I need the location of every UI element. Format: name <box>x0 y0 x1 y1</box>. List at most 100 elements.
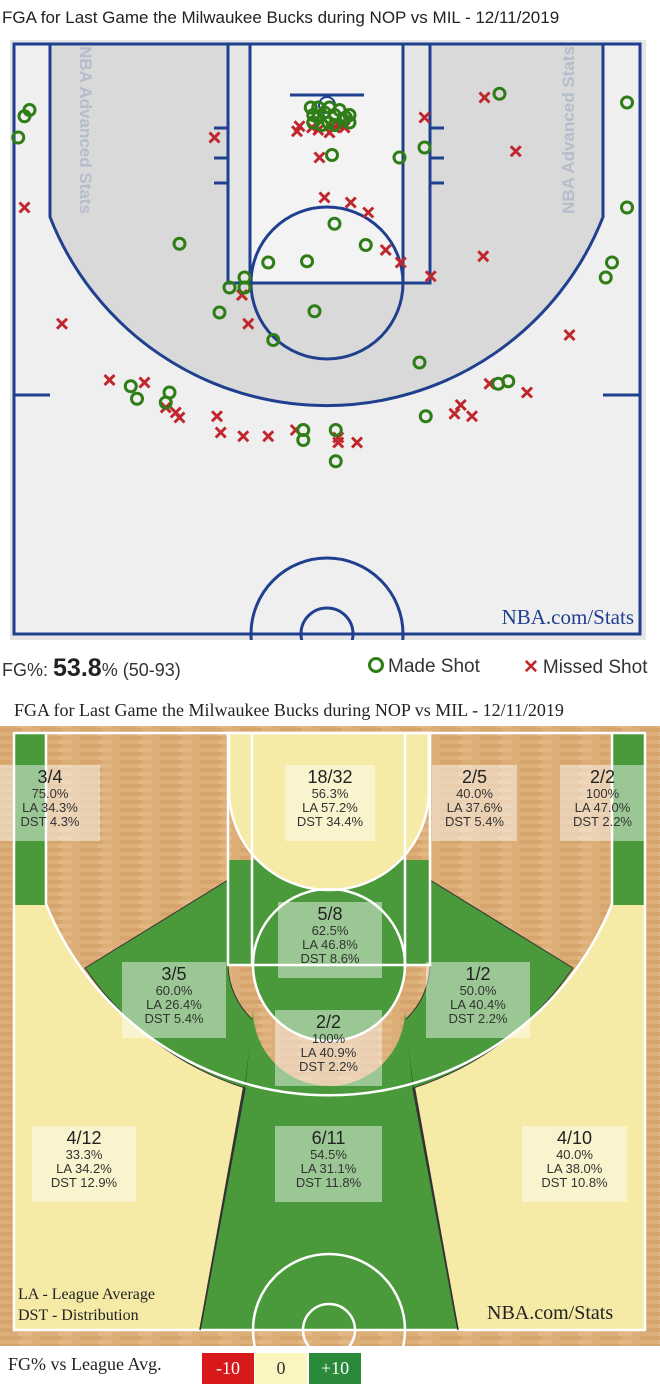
zone-fgm-fga: 2/5 <box>461 767 488 787</box>
scale-plus: +10 <box>309 1353 361 1384</box>
zone-la: LA 40.4% <box>450 997 506 1012</box>
credit-text: NBA.com/Stats <box>502 605 634 629</box>
made-shot-marker <box>328 454 343 469</box>
missed-shot-marker <box>509 145 522 158</box>
zone-dst: DST 12.9% <box>50 1175 118 1190</box>
missed-shot-marker <box>103 373 116 387</box>
key-dst: DST - Distribution <box>18 1307 139 1324</box>
made-circle-icon <box>368 657 384 673</box>
made-shot-marker <box>412 355 427 370</box>
zone-key: LA - League Average DST - Distribution <box>18 1284 155 1326</box>
court-lines <box>12 731 647 1346</box>
missed-shot-marker <box>173 411 186 424</box>
made-shot-marker <box>307 304 322 319</box>
missed-shot-marker <box>520 386 534 399</box>
made-shot-marker <box>392 150 407 165</box>
made-shot-marker <box>130 391 144 406</box>
made-shot-marker <box>212 305 227 320</box>
zone-dst: DST 2.2% <box>298 1059 358 1074</box>
zone-fgm-fga: 5/8 <box>317 904 343 924</box>
fg-label: FG%: <box>2 660 49 680</box>
watermark-right: NBA Advanced Stats <box>559 46 578 214</box>
zone-dst: DST 2.2% <box>448 1011 508 1026</box>
missed-shot-marker <box>424 270 437 283</box>
made-shot-marker <box>322 100 337 115</box>
zone-restricted-area <box>229 733 429 890</box>
paint <box>248 42 405 285</box>
zone-la: LA 34.2% <box>56 1161 112 1176</box>
zone-top-key-mid <box>245 1010 413 1102</box>
zone-label-paint-non-ra: 5/8 62.5% LA 46.8% DST 8.6% <box>278 902 382 978</box>
zone-la: LA 38.0% <box>546 1161 603 1176</box>
key-la: LA - League Average <box>18 1286 155 1303</box>
center-circle <box>249 556 405 640</box>
made-shot-marker <box>261 255 276 270</box>
missed-shot-marker <box>477 250 490 263</box>
missed-shot-marker <box>138 376 151 389</box>
zone-fgm-fga: 3/5 <box>161 964 187 984</box>
zone-chart-title: FGA for Last Game the Milwaukee Bucks du… <box>14 700 564 720</box>
zone-pct: 40.0% <box>556 1147 593 1162</box>
made-shot-marker <box>417 140 432 155</box>
made-shot-marker <box>492 86 507 101</box>
zone-pct: 100% <box>311 1031 346 1046</box>
zone-label-restricted-area: 18/32 56.3% LA 57.2% DST 34.4% <box>285 765 375 841</box>
fg-made-attempted: (50-93) <box>122 660 181 680</box>
zone-dst: DST 4.3% <box>20 814 80 829</box>
zone-label-right-wing-mid: 1/2 50.0% LA 40.4% DST 2.2% <box>426 962 530 1038</box>
missed-shot-marker <box>478 91 491 104</box>
missed-shot-marker <box>350 436 364 449</box>
missed-shot-marker <box>318 191 331 204</box>
legend-made: Made Shot <box>368 656 480 678</box>
missed-x-icon: ✕ <box>523 657 539 678</box>
made-shot-marker <box>17 109 32 124</box>
made-shot-marker <box>418 409 433 424</box>
made-shot-marker <box>222 280 237 295</box>
zone-label-right-corner-3: 2/2 100% LA 47.0% DST 2.2% <box>560 765 645 841</box>
made-shot-marker <box>296 433 311 447</box>
zone-fgm-fga: 6/11 <box>311 1128 346 1148</box>
made-shot-marker <box>237 280 252 295</box>
shot-chart-title: FGA for Last Game the Milwaukee Bucks du… <box>2 8 560 27</box>
shot-chart: NBA Advanced Stats NBA Advanced Stats NB… <box>10 40 646 640</box>
zone-pct: 75.0% <box>31 786 69 801</box>
zone-la: LA 47.0% <box>574 800 631 815</box>
zone-dst: DST 2.2% <box>572 814 632 829</box>
zone-chart <box>0 726 660 1346</box>
zone-la: LA 34.3% <box>22 800 78 815</box>
zone-pct: 100% <box>585 786 620 801</box>
zone-label-left-above-break-3: 4/12 33.3% LA 34.2% DST 12.9% <box>32 1126 136 1202</box>
made-shot-marker <box>300 254 314 269</box>
zone-la: LA 26.4% <box>146 997 202 1012</box>
made-shot-marker <box>306 108 321 122</box>
zone-label-left-wing-mid: 3/5 60.0% LA 26.4% DST 5.4% <box>122 962 226 1038</box>
made-shot-marker <box>325 148 339 162</box>
fg-pct: 53.8 <box>53 654 102 682</box>
zone-pct: 60.0% <box>155 983 193 998</box>
missed-shot-marker <box>242 317 255 330</box>
zone-fgm-fga: 2/2 <box>589 767 616 787</box>
fg-summary: FG%: 53.8% (50-93) <box>2 654 181 683</box>
made-shot-marker <box>11 130 26 145</box>
fg-pct-unit: % <box>101 660 118 680</box>
made-shot-marker <box>598 270 613 285</box>
zone-pct: 50.0% <box>459 983 497 998</box>
missed-shot-marker <box>563 328 576 342</box>
missed-shot-marker <box>293 120 306 133</box>
missed-shot-marker <box>210 410 224 423</box>
made-shot-marker <box>491 376 506 391</box>
made-shot-marker <box>328 423 343 437</box>
zone-dst: DST 5.4% <box>444 814 504 829</box>
made-shot-marker <box>358 238 373 252</box>
zone-la: LA 46.8% <box>302 937 358 952</box>
zone-left-corner-3 <box>14 733 46 905</box>
zone-fgm-fga: 4/10 <box>556 1128 593 1148</box>
missed-shot-marker <box>262 430 275 443</box>
free-throw-circle <box>249 205 405 361</box>
zone-borders <box>199 1087 459 1331</box>
zone-pct: 62.5% <box>311 923 349 938</box>
zone-dst: DST 34.4% <box>296 814 364 829</box>
made-shot-marker <box>327 216 342 231</box>
zone-fgm-fga: 1/2 <box>465 964 491 984</box>
zone-credit: NBA.com/Stats <box>487 1302 614 1324</box>
